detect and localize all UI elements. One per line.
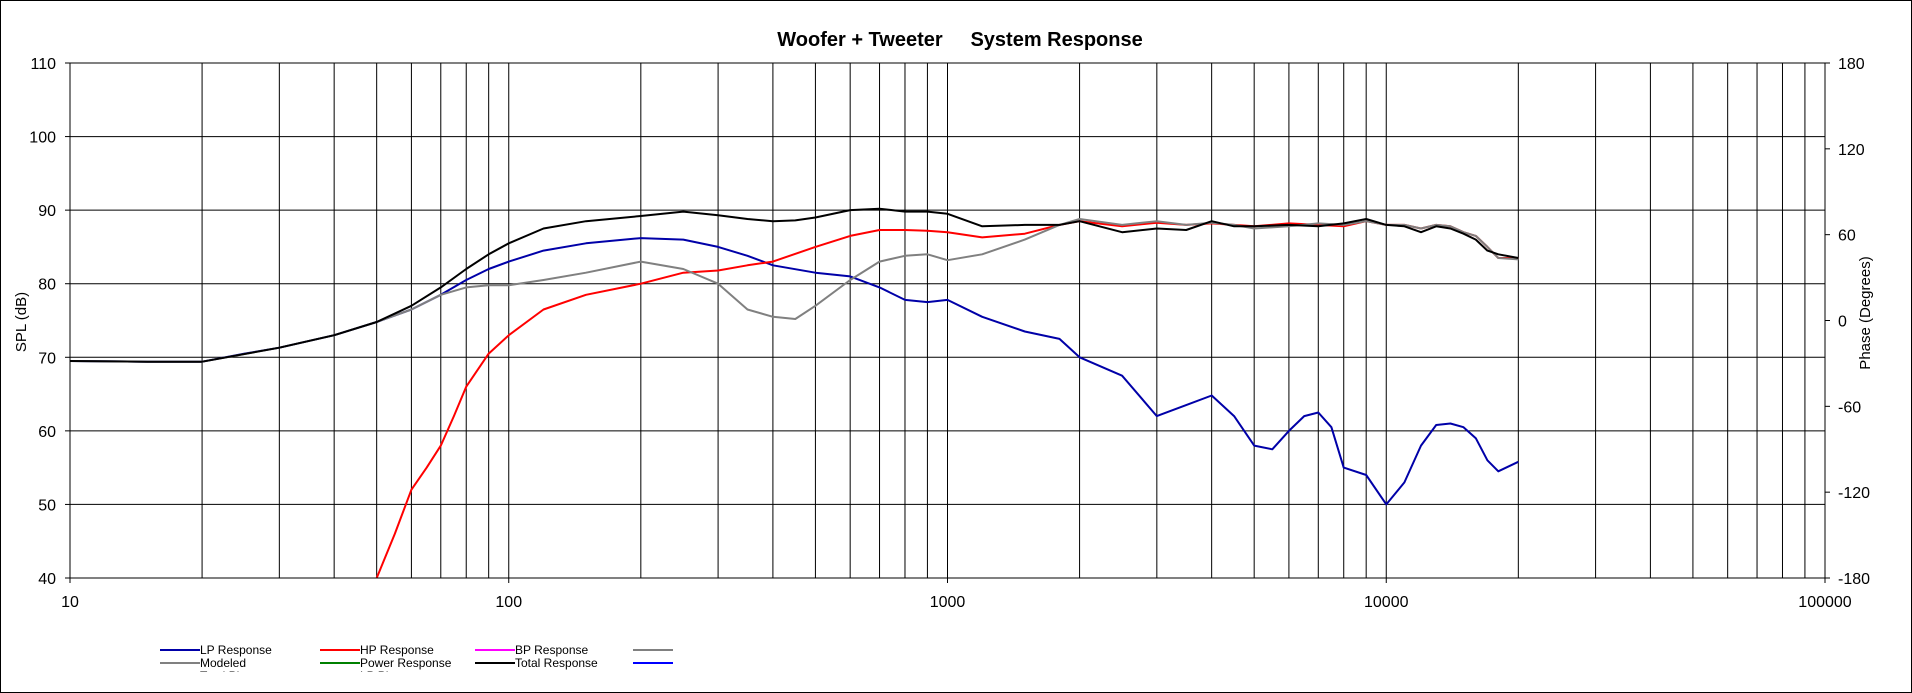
y-tick-label: 80 xyxy=(38,277,56,294)
series-layer xyxy=(69,207,1519,579)
legend-label: Total Response xyxy=(515,656,598,670)
y-tick-label: 70 xyxy=(38,350,56,367)
y-tick-label: 50 xyxy=(38,497,56,514)
y-tick-label: 90 xyxy=(38,203,56,220)
x-tick-label: 10000 xyxy=(1364,594,1409,611)
y2-tick-label: 120 xyxy=(1838,142,1865,159)
x-tick-label: 1000 xyxy=(930,594,966,611)
series-modeled xyxy=(69,218,1519,363)
y2-tick-label: 60 xyxy=(1838,228,1856,245)
legend-label: BP Response xyxy=(515,643,588,657)
y2-tick-label: 180 xyxy=(1838,56,1865,73)
legend-label: Modeled xyxy=(200,656,246,670)
legend-label: HP Response xyxy=(360,643,434,657)
legend-items: LP Response HP Response BP Response Modeled… xyxy=(160,643,673,683)
legend-label: LP Response xyxy=(200,643,272,657)
legend-label: LP Phase xyxy=(360,669,412,683)
y-tick-label: 60 xyxy=(38,424,56,441)
y2-tick-label: -60 xyxy=(1838,399,1861,416)
y2-tick-label: -180 xyxy=(1838,571,1870,588)
y2-axis-label: Phase (Degrees) xyxy=(1857,256,1874,369)
legend-label: Power Response xyxy=(360,656,452,670)
y2-tick-label: -120 xyxy=(1838,485,1870,502)
y2-tick-label: 0 xyxy=(1838,314,1847,331)
y-tick-label: 40 xyxy=(38,571,56,588)
series-lp-response xyxy=(69,237,1519,506)
y-tick-label: 110 xyxy=(30,56,56,73)
legend: LP Response HP Response BP Response Modeled… xyxy=(160,643,673,683)
axes: 10 100 1000 10000 100000 40 50 60 70 80 90 100 110 -1… xyxy=(29,56,1870,611)
grid xyxy=(70,63,1825,578)
x-tick-label: 10 xyxy=(61,594,79,611)
y-tick-label: 100 xyxy=(29,130,56,147)
legend-label: Total Phase xyxy=(200,669,263,683)
series-total-response xyxy=(69,207,1519,363)
y-axis-label: SPL (dB) xyxy=(13,292,30,352)
x-tick-label: 100 xyxy=(495,594,522,611)
chart-title: Woofer + Tweeter System Response xyxy=(777,29,1143,51)
x-tick-label: 100000 xyxy=(1798,594,1851,611)
